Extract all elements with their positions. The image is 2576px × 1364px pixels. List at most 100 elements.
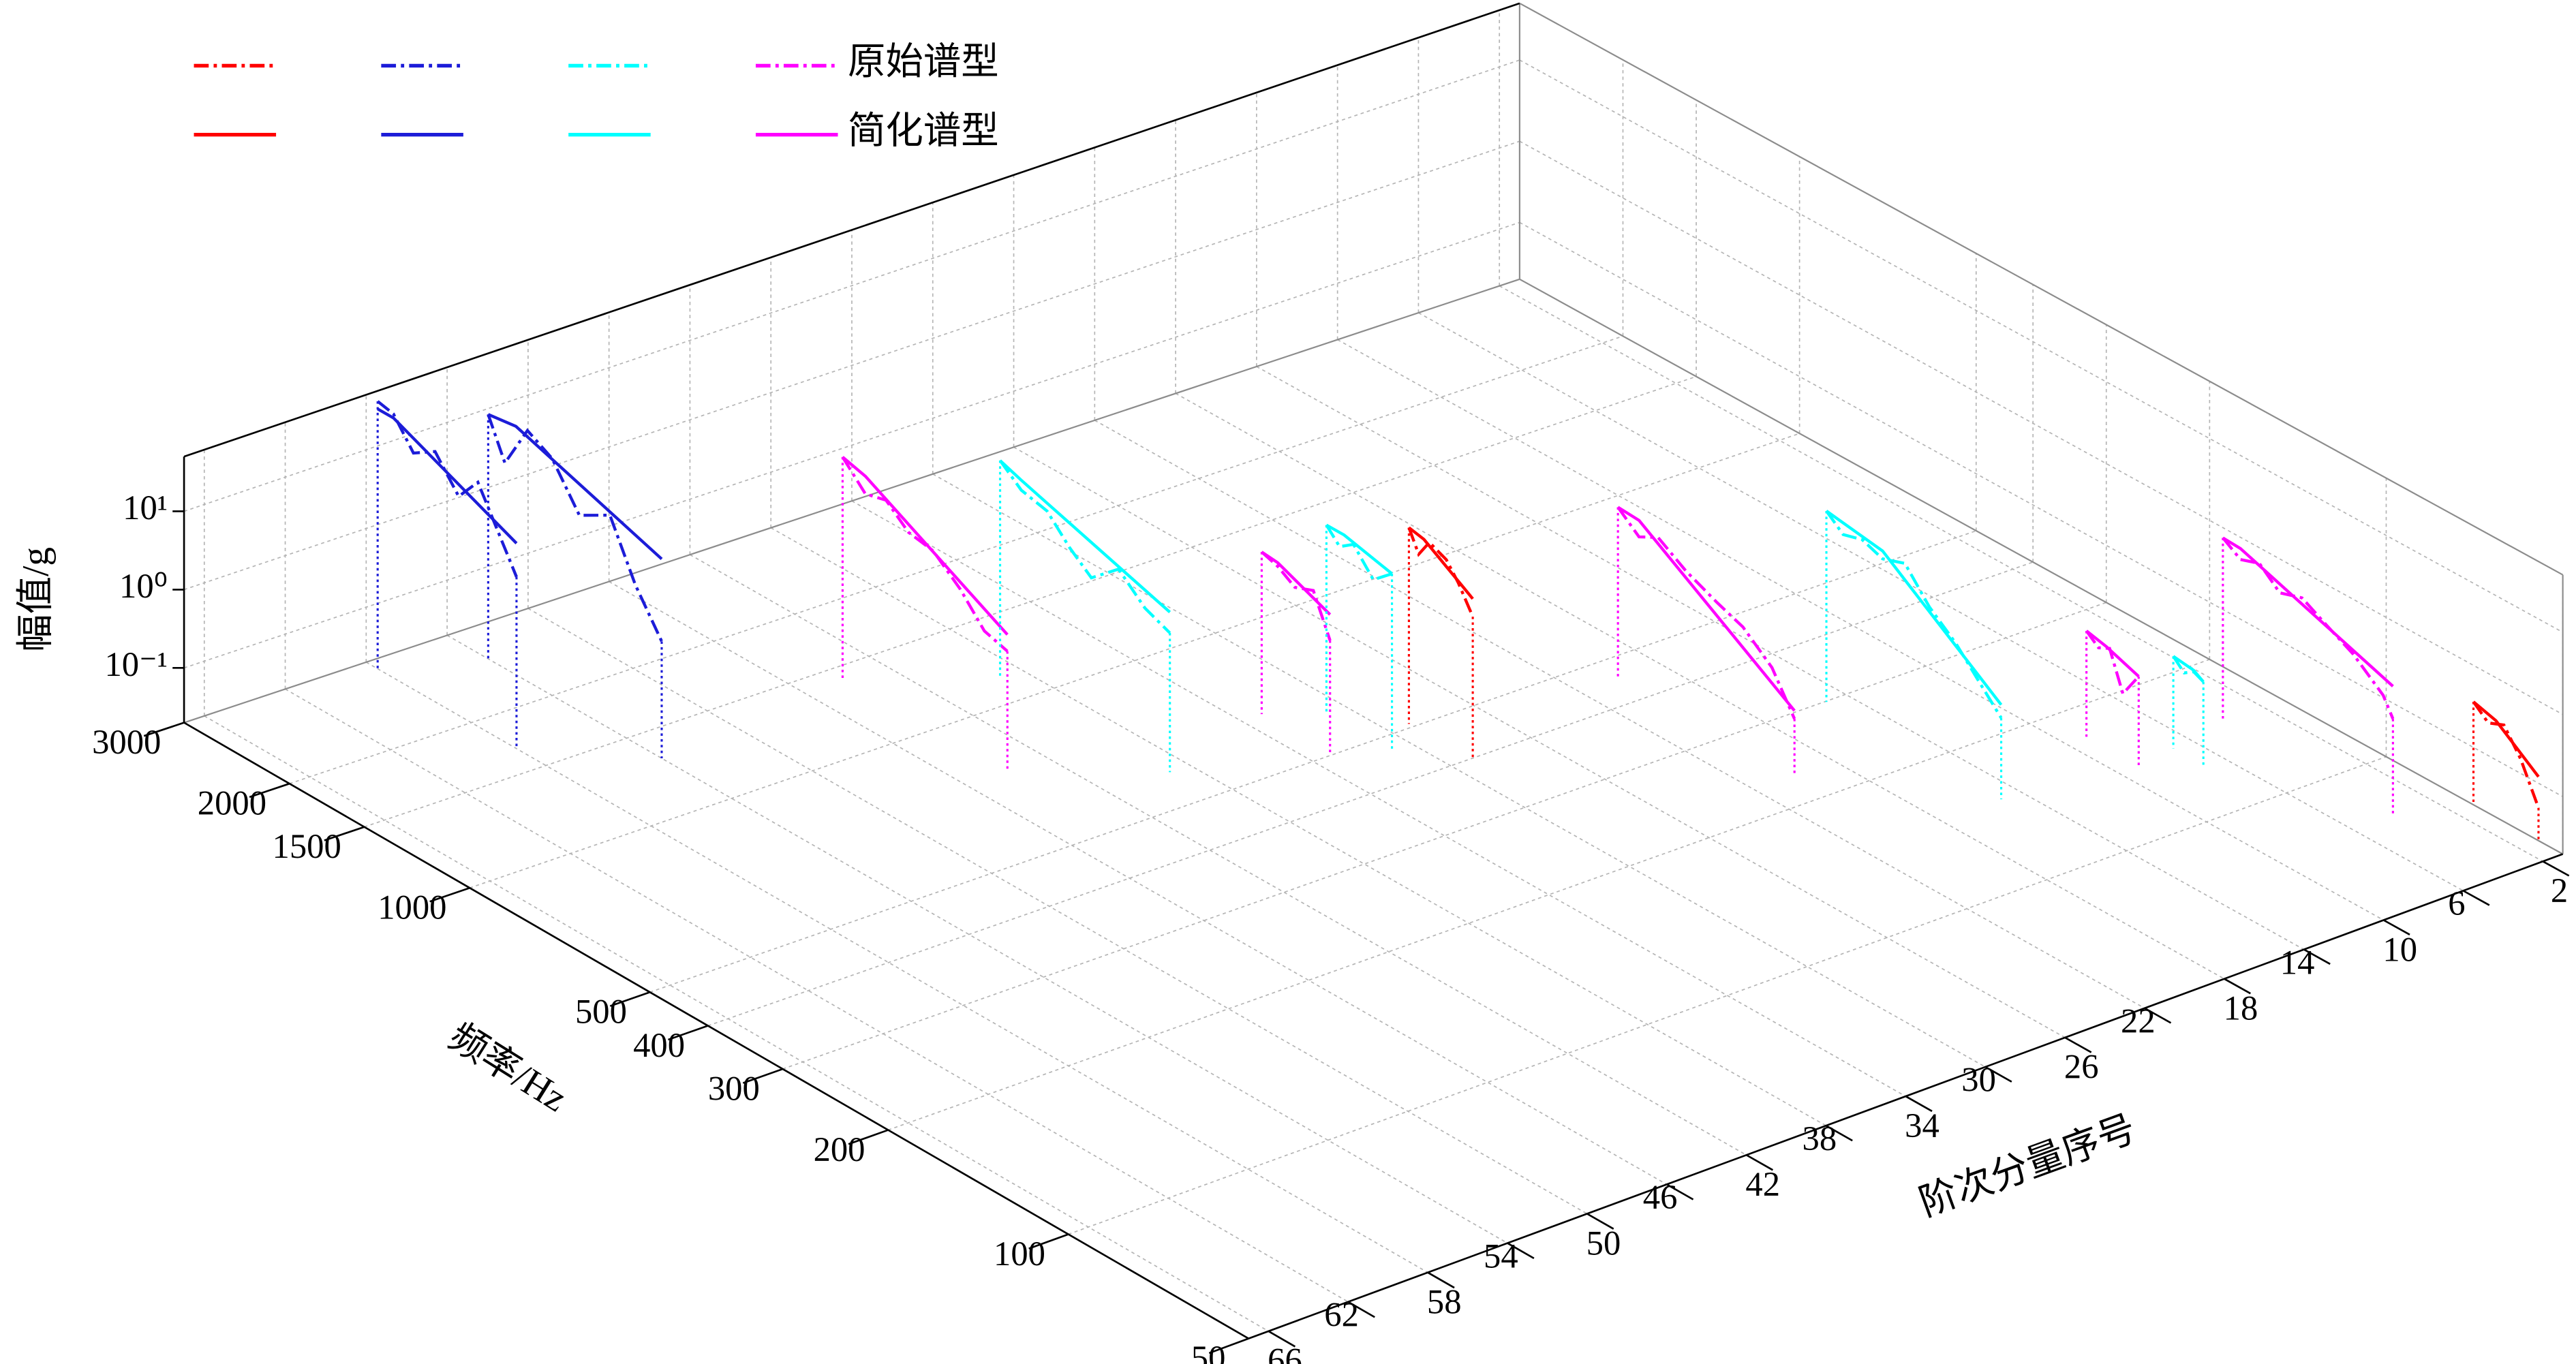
x-tick — [249, 782, 290, 799]
floor-grid-line — [1256, 366, 2305, 950]
y-tick — [2462, 890, 2490, 906]
y-tick — [2542, 861, 2570, 877]
x-tick-label: 300 — [708, 1069, 760, 1107]
y-tick — [2383, 919, 2410, 935]
simplified-spectrum — [2172, 655, 2205, 683]
y-tick — [1984, 1066, 2012, 1083]
simplified-spectrum — [842, 456, 1009, 636]
y-tick-label: 38 — [1803, 1119, 1837, 1158]
simplified-spectrum — [1325, 523, 1393, 575]
z-tick-label: 10⁻¹ — [104, 645, 168, 683]
floor-grid-line — [932, 474, 1986, 1068]
wall-grid-line — [1519, 140, 2564, 715]
floor-grid-line — [204, 715, 1269, 1332]
x-tick — [848, 1129, 889, 1145]
y-tick-label: 6 — [2448, 884, 2465, 923]
original-spectrum — [2472, 700, 2541, 809]
simplified-spectrum — [1825, 510, 2003, 706]
x-tick-label: 50 — [1191, 1339, 1226, 1364]
floor-grid-line — [285, 688, 1349, 1303]
floor-grid-line — [1499, 285, 2543, 863]
y-tick — [1268, 1330, 1296, 1348]
y-tick-label: 2 — [2551, 871, 2568, 910]
y-tick-label: 22 — [2121, 1002, 2156, 1040]
y-tick — [2303, 948, 2331, 965]
y-tick — [2224, 978, 2252, 995]
y-tick — [1905, 1095, 1933, 1113]
x-tick-label: 100 — [994, 1235, 1045, 1273]
y-tick — [1666, 1183, 1694, 1200]
floor-grid-line — [446, 634, 1508, 1244]
wall-grid-line — [183, 140, 1520, 591]
legend-label: 简化谱型 — [848, 110, 999, 151]
box-edge — [1519, 278, 2564, 855]
wall-grid-line — [1519, 221, 2564, 797]
simplified-spectrum — [1261, 551, 1332, 616]
y-tick — [1427, 1271, 1455, 1289]
floor-grid-line — [609, 580, 1668, 1185]
wall-grid-line — [183, 59, 1520, 512]
floor-grid-line — [1418, 312, 2464, 892]
original-spectrum — [1260, 551, 1332, 641]
box-edge — [183, 278, 1520, 724]
simplified-spectrum — [1408, 526, 1474, 600]
y-tick — [2144, 1007, 2172, 1024]
original-spectrum — [998, 459, 1171, 634]
original-spectrum — [1825, 510, 2003, 719]
frame — [143, 2, 2570, 1354]
y-tick — [1347, 1301, 1375, 1318]
y-tick-label: 46 — [1643, 1178, 1678, 1216]
z-tick-label: 10⁰ — [119, 567, 168, 605]
y-tick-label: 42 — [1745, 1165, 1780, 1203]
x-tick-label: 1500 — [273, 827, 341, 865]
floor-grid-line — [707, 561, 2034, 1027]
y-tick-label: 54 — [1484, 1237, 1518, 1275]
legend-label: 原始谱型 — [848, 41, 999, 82]
x-tick — [1028, 1233, 1069, 1250]
x-tick — [429, 886, 470, 903]
simplified-spectrum — [487, 413, 663, 561]
simplified-spectrum — [2472, 700, 2540, 778]
y-tick-label: 66 — [1268, 1342, 1302, 1364]
z-tick-label: 10¹ — [123, 489, 168, 527]
x-tick-label: 2000 — [198, 784, 266, 822]
x-tick-label: 200 — [814, 1130, 865, 1168]
y-tick-label: 26 — [2064, 1048, 2099, 1086]
x-tick-label: 3000 — [92, 723, 161, 761]
y-tick-label: 30 — [1961, 1061, 1996, 1099]
original-spectrum — [487, 414, 663, 642]
box-edge — [183, 2, 1520, 458]
z-axis-title: 幅值/g — [15, 547, 57, 652]
wall-grid-line — [183, 221, 1520, 669]
simplified-spectrum — [999, 459, 1171, 614]
original-spectrum — [1616, 506, 1796, 719]
y-tick-label: 34 — [1905, 1106, 1939, 1145]
x-tick — [668, 1025, 709, 1041]
x-tick-label: 1000 — [378, 888, 446, 927]
y-tick-label: 62 — [1324, 1295, 1359, 1333]
y-tick — [1507, 1242, 1535, 1260]
original-spectrum — [1407, 527, 1475, 617]
x-tick — [324, 826, 365, 841]
y-tick — [1745, 1154, 1774, 1171]
wall-grid-line — [1519, 59, 2564, 633]
original-spectrum — [376, 400, 518, 578]
y-tick — [2064, 1036, 2092, 1053]
floor-grid-line — [690, 554, 1747, 1156]
original-spectrum — [2222, 537, 2395, 719]
x-tick-label: 500 — [575, 993, 627, 1031]
x-axis-line — [183, 722, 1249, 1339]
x-tick — [143, 722, 185, 737]
floor-grid-line — [365, 662, 1428, 1273]
y-tick-label: 10 — [2382, 930, 2417, 968]
floor-grid-line — [364, 375, 1697, 828]
box-edge — [1519, 2, 2564, 576]
y-tick-label: 14 — [2280, 943, 2315, 981]
floor-grid-line — [1337, 339, 2385, 921]
original-spectrum — [841, 456, 1009, 653]
x-tick-label: 400 — [633, 1026, 685, 1064]
y-tick — [1586, 1213, 1614, 1230]
